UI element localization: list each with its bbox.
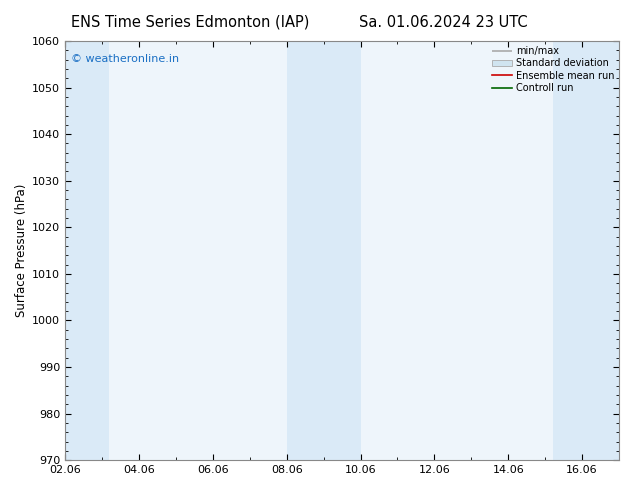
- Text: ENS Time Series Edmonton (IAP): ENS Time Series Edmonton (IAP): [71, 15, 309, 30]
- Bar: [65, 41, 110, 460]
- Y-axis label: Surface Pressure (hPa): Surface Pressure (hPa): [15, 184, 28, 318]
- Text: © weatheronline.in: © weatheronline.in: [71, 53, 179, 64]
- Bar: [287, 41, 361, 460]
- Legend: min/max, Standard deviation, Ensemble mean run, Controll run: min/max, Standard deviation, Ensemble me…: [490, 44, 616, 95]
- Text: Sa. 01.06.2024 23 UTC: Sa. 01.06.2024 23 UTC: [359, 15, 528, 30]
- Bar: [553, 41, 619, 460]
